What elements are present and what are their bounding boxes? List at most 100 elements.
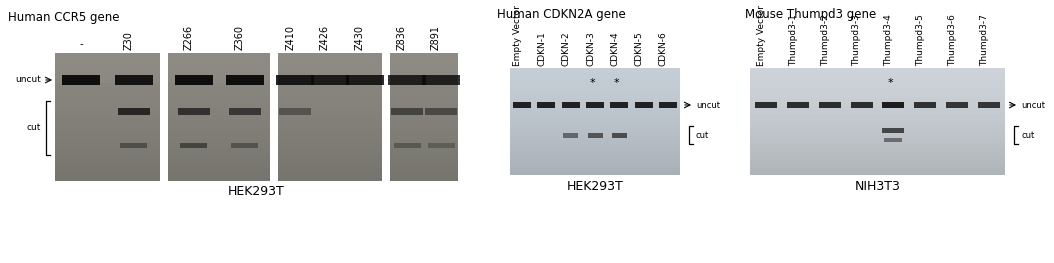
Bar (279, 108, 311, 114)
Bar (510, 88, 680, 89)
Bar (55, 147, 160, 149)
Bar (390, 149, 458, 151)
Bar (390, 87, 458, 89)
Bar (278, 85, 382, 87)
Bar (750, 72, 1006, 73)
Bar (882, 102, 904, 108)
Bar (390, 106, 458, 108)
Bar (510, 136, 680, 138)
Bar (278, 77, 382, 79)
Bar (168, 125, 270, 128)
Text: Thumpd3-4: Thumpd3-4 (884, 14, 894, 66)
Bar (750, 127, 1006, 129)
Bar (168, 53, 270, 83)
Bar (55, 81, 160, 83)
Text: cut: cut (26, 124, 41, 133)
Text: CDKN-4: CDKN-4 (610, 31, 620, 66)
Bar (390, 74, 458, 77)
Bar (390, 166, 458, 168)
Bar (390, 164, 458, 166)
Bar (610, 102, 628, 108)
Bar (510, 116, 680, 118)
Bar (278, 83, 382, 85)
Bar (278, 106, 382, 108)
Bar (55, 149, 160, 151)
Bar (510, 68, 680, 175)
Bar (882, 128, 904, 133)
Bar (278, 72, 382, 74)
Bar (55, 138, 160, 140)
Bar (390, 113, 458, 115)
Bar (55, 145, 160, 147)
Bar (750, 84, 1006, 86)
Bar (390, 151, 458, 153)
Bar (750, 79, 1006, 80)
Bar (390, 115, 458, 117)
Bar (55, 164, 160, 166)
Bar (278, 145, 382, 147)
Bar (55, 151, 160, 153)
Text: uncut: uncut (15, 75, 41, 84)
Bar (750, 143, 1006, 145)
Bar (390, 100, 458, 102)
Bar (390, 104, 458, 106)
Bar (750, 152, 1006, 154)
Bar (635, 102, 652, 108)
Bar (278, 160, 382, 162)
Bar (278, 100, 382, 102)
Bar (168, 175, 270, 177)
Bar (390, 53, 458, 83)
Bar (510, 111, 680, 113)
Text: *: * (613, 78, 619, 88)
Bar (55, 166, 160, 168)
Bar (750, 122, 1006, 123)
Bar (278, 151, 382, 153)
Bar (510, 150, 680, 152)
Bar (510, 98, 680, 100)
Bar (390, 123, 458, 125)
Bar (55, 143, 160, 145)
Bar (390, 130, 458, 132)
Bar (510, 129, 680, 130)
Bar (168, 98, 270, 100)
Bar (750, 134, 1006, 136)
Bar (168, 168, 270, 170)
Bar (278, 92, 382, 94)
Bar (750, 150, 1006, 152)
Bar (510, 114, 680, 116)
Text: Human CDKN2A gene: Human CDKN2A gene (497, 8, 626, 21)
Bar (168, 83, 270, 85)
Bar (55, 57, 160, 59)
Bar (510, 159, 680, 161)
Bar (168, 108, 270, 111)
Bar (390, 53, 458, 55)
Bar (55, 74, 160, 77)
Bar (278, 125, 382, 128)
Bar (750, 139, 1006, 141)
Bar (278, 140, 382, 143)
Text: Thumpd3-6: Thumpd3-6 (949, 14, 957, 66)
Bar (510, 171, 680, 173)
Bar (390, 155, 458, 158)
Bar (390, 55, 458, 57)
Text: Z430: Z430 (354, 25, 365, 50)
Bar (55, 96, 160, 98)
Bar (510, 100, 680, 102)
Bar (750, 73, 1006, 75)
Bar (750, 125, 1006, 127)
Bar (390, 173, 458, 175)
Bar (55, 87, 160, 89)
Bar (168, 85, 270, 87)
Text: HEK293T: HEK293T (567, 180, 623, 193)
Bar (278, 68, 382, 70)
Bar (55, 177, 160, 179)
Bar (914, 102, 936, 108)
Bar (278, 62, 382, 64)
Bar (750, 95, 1006, 97)
Bar (422, 75, 460, 85)
Bar (175, 75, 213, 85)
Bar (390, 119, 458, 121)
Bar (278, 130, 382, 132)
Bar (168, 130, 270, 132)
Bar (278, 115, 382, 117)
